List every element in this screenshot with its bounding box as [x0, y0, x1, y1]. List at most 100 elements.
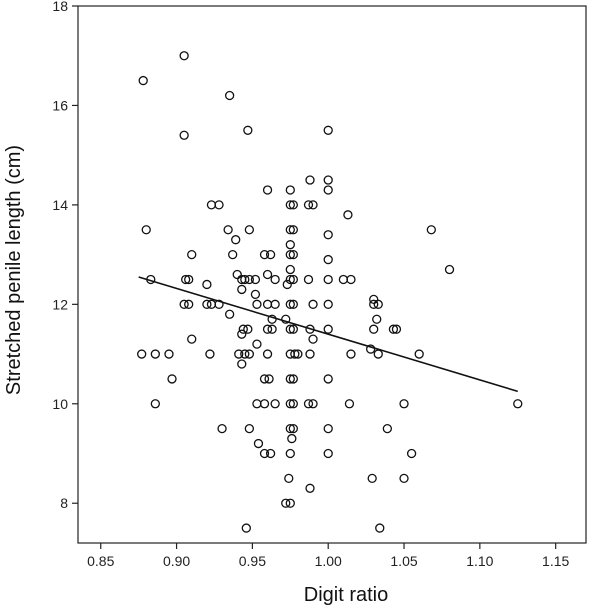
data-point — [179, 51, 189, 61]
data-point — [287, 433, 297, 444]
x-tick-label: 1.05 — [390, 553, 417, 569]
x-axis: 0.85 0.90 0.95 1.00 1.05 1.10 1.15 — [87, 543, 570, 569]
data-point — [369, 299, 379, 309]
data-point — [164, 349, 174, 359]
data-point — [281, 498, 291, 508]
data-point — [373, 299, 383, 309]
data-point — [444, 264, 455, 275]
data-point — [323, 374, 333, 384]
data-point — [285, 240, 295, 250]
data-point — [346, 349, 356, 359]
data-point — [285, 423, 295, 434]
data-point — [305, 483, 315, 493]
data-point — [399, 399, 409, 409]
data-point — [138, 75, 148, 86]
x-tick-label: 0.90 — [163, 553, 190, 569]
y-axis-title: Stretched penile length (cm) — [3, 145, 25, 395]
data-point — [244, 349, 255, 359]
data-point — [426, 225, 436, 235]
data-point — [150, 349, 160, 359]
data-point — [382, 423, 392, 434]
data-point — [187, 249, 197, 260]
data-point — [288, 249, 298, 260]
data-point — [223, 225, 233, 235]
data-point — [250, 289, 261, 300]
data-point — [285, 200, 295, 210]
y-tick-label: 8 — [60, 495, 68, 511]
data-point — [252, 339, 262, 349]
data-point — [262, 324, 273, 334]
data-point — [367, 473, 377, 484]
data-point — [265, 448, 276, 459]
data-point — [205, 349, 215, 359]
x-tick-label: 0.95 — [239, 553, 266, 569]
data-point — [288, 324, 298, 334]
data-point — [232, 269, 242, 280]
data-point — [323, 324, 333, 334]
data-point — [288, 200, 298, 210]
data-point — [366, 344, 376, 354]
data-point — [181, 274, 191, 285]
data-point — [237, 359, 247, 369]
data-point — [285, 324, 295, 334]
data-point — [346, 274, 356, 285]
data-point — [388, 324, 399, 334]
data-point — [308, 334, 318, 344]
data-point — [270, 299, 280, 309]
data-point — [323, 175, 333, 185]
data-point — [406, 448, 417, 459]
data-point — [259, 448, 270, 459]
data-point — [303, 399, 314, 409]
data-point — [344, 399, 355, 409]
data-point — [252, 299, 262, 309]
data-point — [288, 225, 298, 235]
y-tick-label: 18 — [52, 0, 68, 14]
data-point — [285, 249, 295, 260]
data-point — [308, 200, 318, 210]
data-point — [285, 274, 295, 285]
y-tick-label: 12 — [52, 296, 68, 312]
data-point — [244, 274, 255, 285]
data-point — [281, 314, 291, 324]
y-axis: 8 10 12 14 16 18 — [52, 0, 78, 511]
data-point — [303, 274, 314, 285]
data-point — [270, 399, 280, 409]
data-point — [184, 274, 194, 285]
data-point — [237, 284, 247, 295]
data-point — [231, 235, 241, 245]
data-point — [217, 423, 227, 434]
data-point — [262, 185, 273, 195]
data-point — [141, 225, 151, 235]
data-point — [234, 349, 244, 359]
data-point — [285, 185, 295, 195]
data-point — [323, 185, 333, 195]
data-point — [240, 274, 250, 285]
data-point — [259, 374, 270, 384]
data-point — [323, 254, 333, 265]
data-point — [240, 349, 250, 359]
data-point — [206, 200, 217, 210]
data-point — [293, 349, 303, 359]
data-point — [288, 374, 298, 384]
x-tick-label: 0.85 — [87, 553, 114, 569]
trend-line — [138, 276, 518, 393]
data-point — [372, 314, 382, 324]
x-tick-label: 1.00 — [315, 553, 342, 569]
data-point — [282, 279, 292, 290]
data-point — [270, 274, 280, 285]
data-point — [338, 274, 349, 285]
data-point — [243, 324, 253, 334]
data-point — [285, 498, 295, 508]
data-point — [253, 438, 264, 449]
data-point — [285, 399, 295, 409]
data-point — [262, 299, 273, 309]
data-point — [267, 324, 277, 334]
data-point — [187, 334, 197, 344]
y-tick-label: 10 — [52, 396, 68, 412]
data-point — [375, 523, 385, 533]
data-point — [228, 249, 238, 260]
data-point — [150, 399, 160, 409]
data-point — [399, 473, 409, 484]
data-point — [323, 448, 333, 459]
